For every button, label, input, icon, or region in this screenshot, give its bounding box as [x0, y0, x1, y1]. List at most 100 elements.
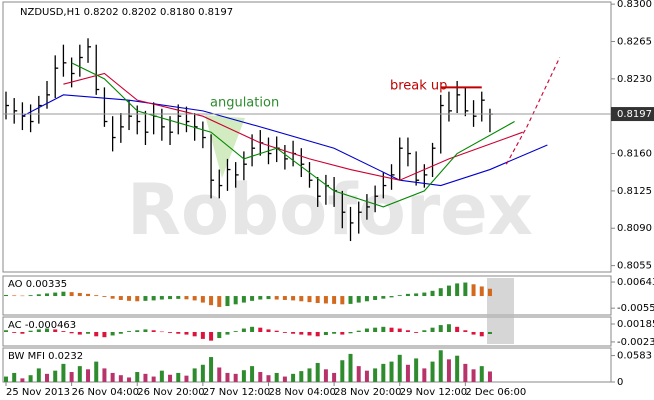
angulation-label: angulation	[210, 96, 279, 111]
bar	[430, 290, 435, 297]
bar	[307, 368, 312, 382]
bar	[307, 331, 312, 336]
bar	[397, 328, 402, 332]
bar	[356, 330, 361, 332]
bar	[61, 363, 66, 382]
bar	[225, 296, 230, 307]
bar	[45, 293, 50, 297]
bar	[471, 369, 476, 382]
highlight	[487, 278, 514, 344]
bar	[438, 325, 443, 332]
bar	[69, 372, 74, 382]
ao-label: AO 0.00335	[8, 279, 67, 290]
bar	[291, 331, 296, 334]
bar	[258, 327, 263, 332]
bar	[209, 331, 214, 341]
bar	[274, 296, 279, 300]
bar	[487, 371, 492, 382]
bar	[135, 296, 140, 302]
indicator-line	[63, 72, 523, 181]
bar	[487, 288, 492, 297]
bar	[118, 296, 123, 300]
bar	[446, 285, 451, 297]
bar	[209, 357, 214, 382]
ac-panel	[2, 316, 612, 347]
bar	[323, 331, 328, 336]
bar	[4, 330, 8, 332]
bar	[36, 294, 41, 297]
bar	[86, 293, 91, 297]
y-tick-label: 0.8090	[617, 223, 652, 234]
bar	[430, 327, 435, 332]
bar	[151, 330, 156, 332]
bar	[233, 296, 238, 305]
bar	[348, 331, 353, 334]
indicator-line	[505, 57, 561, 165]
bar	[258, 296, 263, 300]
bar	[291, 296, 296, 301]
bar	[274, 330, 279, 332]
bar	[438, 288, 443, 297]
bar	[332, 296, 337, 304]
bar	[422, 292, 427, 297]
bar	[340, 360, 345, 382]
bar	[471, 284, 476, 297]
bar	[118, 331, 123, 334]
x-tick-label: 29 Nov 12:00	[400, 387, 467, 398]
bar	[282, 376, 287, 382]
bar	[127, 331, 132, 332]
bar	[233, 373, 238, 382]
bar	[241, 296, 246, 303]
bar	[77, 292, 82, 297]
bar	[102, 331, 107, 338]
bar	[364, 328, 369, 332]
bar	[299, 296, 304, 302]
chart-title: NZDUSD,H1 0.8202 0.8202 0.8180 0.8197	[20, 7, 233, 18]
x-tick-label: 28 Nov 04:00	[268, 387, 335, 398]
bar	[200, 296, 205, 303]
indicator-line	[22, 94, 548, 187]
bar	[463, 363, 468, 382]
x-tick-label: 26 Nov 04:00	[72, 387, 139, 398]
bar	[110, 372, 115, 382]
bar	[389, 327, 394, 332]
bar	[159, 370, 164, 382]
bar	[446, 359, 451, 382]
bar	[110, 331, 115, 336]
bar	[110, 296, 115, 299]
x-tick-label: 25 Nov 2013	[6, 387, 70, 398]
bar	[282, 331, 287, 333]
bar	[151, 296, 156, 301]
bar	[53, 329, 58, 332]
bar	[463, 282, 468, 297]
bar	[430, 361, 435, 382]
y-tick-label: 0.8300	[617, 0, 652, 10]
bar	[299, 371, 304, 382]
bar	[405, 364, 410, 382]
bar	[315, 362, 320, 382]
bar	[4, 294, 8, 297]
bar	[77, 366, 82, 382]
bar	[143, 329, 148, 332]
bar	[209, 296, 214, 306]
y-tick-label: 0.0583	[617, 351, 652, 362]
bar	[373, 296, 378, 300]
bar	[192, 368, 197, 382]
x-tick-label: 28 Nov 20:00	[334, 387, 401, 398]
bar	[397, 354, 402, 382]
bar	[299, 331, 304, 335]
break-up-label: break up	[390, 79, 447, 94]
bar	[356, 366, 361, 382]
bar	[414, 331, 419, 333]
bar	[159, 296, 164, 300]
bar	[381, 363, 386, 382]
bar	[315, 331, 320, 337]
bar	[12, 295, 17, 297]
bar	[217, 331, 222, 339]
bar	[184, 296, 189, 300]
bar	[127, 296, 132, 301]
y-tick-label: -0.00557	[617, 303, 654, 314]
bar	[405, 293, 410, 297]
bar	[487, 331, 492, 334]
y-tick-label: 0.8160	[617, 149, 652, 160]
